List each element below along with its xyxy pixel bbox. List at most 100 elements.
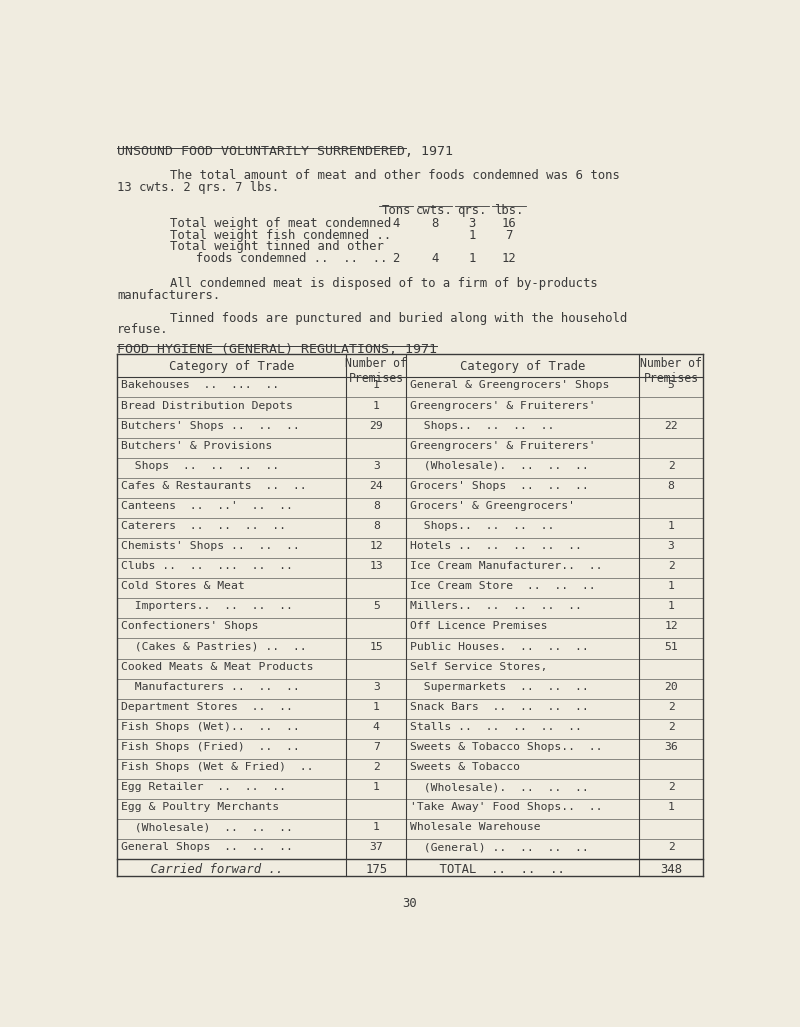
Text: 36: 36 [664,741,678,752]
Text: 3: 3 [668,541,674,551]
Text: Supermarkets  ..  ..  ..: Supermarkets .. .. .. [410,682,589,691]
Text: Wholesale Warehouse: Wholesale Warehouse [410,823,541,832]
Text: 13 cwts. 2 qrs. 7 lbs.: 13 cwts. 2 qrs. 7 lbs. [117,181,279,194]
Text: Carried forward ..: Carried forward .. [121,864,283,876]
Text: FOOD HYGIENE (GENERAL) REGULATIONS, 1971: FOOD HYGIENE (GENERAL) REGULATIONS, 1971 [117,343,437,355]
Text: Stalls ..  ..  ..  ..  ..: Stalls .. .. .. .. .. [410,722,582,732]
Text: 22: 22 [664,421,678,430]
Text: 1: 1 [373,701,380,712]
Text: 7: 7 [373,741,380,752]
Text: foods condemned ..  ..  ..: foods condemned .. .. .. [181,252,387,265]
Text: 30: 30 [402,898,418,910]
Text: Public Houses.  ..  ..  ..: Public Houses. .. .. .. [410,642,589,651]
Text: 12: 12 [502,252,517,265]
Text: The total amount of meat and other foods condemned was 6 tons: The total amount of meat and other foods… [170,169,620,183]
Text: 1: 1 [373,823,380,832]
Text: 12: 12 [370,541,383,551]
Text: Bread Distribution Depots: Bread Distribution Depots [121,401,293,411]
Text: 4: 4 [373,722,380,732]
Text: Ice Cream Store  ..  ..  ..: Ice Cream Store .. .. .. [410,581,596,592]
Text: Cooked Meats & Meat Products: Cooked Meats & Meat Products [121,661,314,672]
Text: 1: 1 [373,380,380,390]
Text: Category of Trade: Category of Trade [169,359,294,373]
Text: Chemists' Shops ..  ..  ..: Chemists' Shops .. .. .. [121,541,300,551]
Text: 8: 8 [431,217,438,230]
Text: Butchers' Shops ..  ..  ..: Butchers' Shops .. .. .. [121,421,300,430]
Text: 3: 3 [468,217,476,230]
Text: Category of Trade: Category of Trade [460,359,586,373]
Text: 1: 1 [468,229,476,241]
Text: Department Stores  ..  ..: Department Stores .. .. [121,701,293,712]
Text: 2: 2 [668,461,674,470]
Text: Manufacturers ..  ..  ..: Manufacturers .. .. .. [121,682,300,691]
Text: 1: 1 [373,401,380,411]
Text: 1: 1 [668,802,674,812]
Text: Cafes & Restaurants  ..  ..: Cafes & Restaurants .. .. [121,481,306,491]
Text: 24: 24 [370,481,383,491]
Text: Grocers' & Greengrocers': Grocers' & Greengrocers' [410,501,575,510]
Text: 175: 175 [366,864,387,876]
Text: refuse.: refuse. [117,324,169,337]
Text: 5: 5 [668,380,674,390]
Text: 8: 8 [668,481,674,491]
Text: manufacturers.: manufacturers. [117,289,220,302]
Text: 2: 2 [668,783,674,792]
Text: 1: 1 [373,783,380,792]
Text: (General) ..  ..  ..  ..: (General) .. .. .. .. [410,842,589,852]
Text: Number of
Premises: Number of Premises [640,357,702,385]
Text: 2: 2 [668,701,674,712]
Text: Millers..  ..  ..  ..  ..: Millers.. .. .. .. .. [410,602,582,611]
Text: 2: 2 [668,842,674,852]
Text: Shops..  ..  ..  ..: Shops.. .. .. .. [410,521,554,531]
Text: Fish Shops (Wet & Fried)  ..: Fish Shops (Wet & Fried) .. [121,762,314,772]
Text: 1: 1 [668,602,674,611]
Text: Tons: Tons [382,204,411,217]
Text: lbs.: lbs. [494,204,524,217]
Text: cwts.: cwts. [416,204,454,217]
Text: 37: 37 [370,842,383,852]
Text: Bakehouses  ..  ...  ..: Bakehouses .. ... .. [121,380,279,390]
Text: UNSOUND FOOD VOLUNTARILY SURRENDERED, 1971: UNSOUND FOOD VOLUNTARILY SURRENDERED, 19… [117,145,453,158]
Text: 4: 4 [431,252,438,265]
Text: General Shops  ..  ..  ..: General Shops .. .. .. [121,842,293,852]
Text: 7: 7 [506,229,513,241]
Text: 12: 12 [664,621,678,632]
Text: 1: 1 [668,581,674,592]
Text: Sweets & Tobacco: Sweets & Tobacco [410,762,520,772]
Text: 15: 15 [370,642,383,651]
Text: 1: 1 [668,521,674,531]
Text: Egg Retailer  ..  ..  ..: Egg Retailer .. .. .. [121,783,286,792]
Text: General & Greengrocers' Shops: General & Greengrocers' Shops [410,380,610,390]
Text: (Wholesale).  ..  ..  ..: (Wholesale). .. .. .. [410,461,589,470]
Text: Off Licence Premises: Off Licence Premises [410,621,547,632]
Text: TOTAL  ..  ..  ..: TOTAL .. .. .. [410,864,565,876]
Text: Caterers  ..  ..  ..  ..: Caterers .. .. .. .. [121,521,286,531]
Text: 1: 1 [468,252,476,265]
Text: 51: 51 [664,642,678,651]
Text: 29: 29 [370,421,383,430]
Text: 2: 2 [668,722,674,732]
Text: (Cakes & Pastries) ..  ..: (Cakes & Pastries) .. .. [121,642,306,651]
Text: All condemned meat is disposed of to a firm of by-products: All condemned meat is disposed of to a f… [170,277,598,291]
Text: 16: 16 [502,217,517,230]
Text: 3: 3 [373,682,380,691]
Text: (Wholesale)  ..  ..  ..: (Wholesale) .. .. .. [121,823,293,832]
Text: Greengrocers' & Fruiterers': Greengrocers' & Fruiterers' [410,441,596,451]
Text: Fish Shops (Wet)..  ..  ..: Fish Shops (Wet).. .. .. [121,722,300,732]
Text: 2: 2 [668,561,674,571]
Text: 'Take Away' Food Shops..  ..: 'Take Away' Food Shops.. .. [410,802,602,812]
Text: 2: 2 [373,762,380,772]
Text: Ice Cream Manufacturer..  ..: Ice Cream Manufacturer.. .. [410,561,602,571]
Text: 13: 13 [370,561,383,571]
Text: Snack Bars  ..  ..  ..  ..: Snack Bars .. .. .. .. [410,701,589,712]
Text: qrs.: qrs. [458,204,486,217]
Text: Total weight of meat condemned: Total weight of meat condemned [170,217,391,230]
Text: Shops..  ..  ..  ..: Shops.. .. .. .. [410,421,554,430]
Text: 5: 5 [373,602,380,611]
Text: Total weight tinned and other: Total weight tinned and other [170,240,384,254]
Text: Shops  ..  ..  ..  ..: Shops .. .. .. .. [121,461,279,470]
Text: 8: 8 [373,521,380,531]
Text: (Wholesale).  ..  ..  ..: (Wholesale). .. .. .. [410,783,589,792]
Text: 4: 4 [392,217,400,230]
Text: 348: 348 [660,864,682,876]
